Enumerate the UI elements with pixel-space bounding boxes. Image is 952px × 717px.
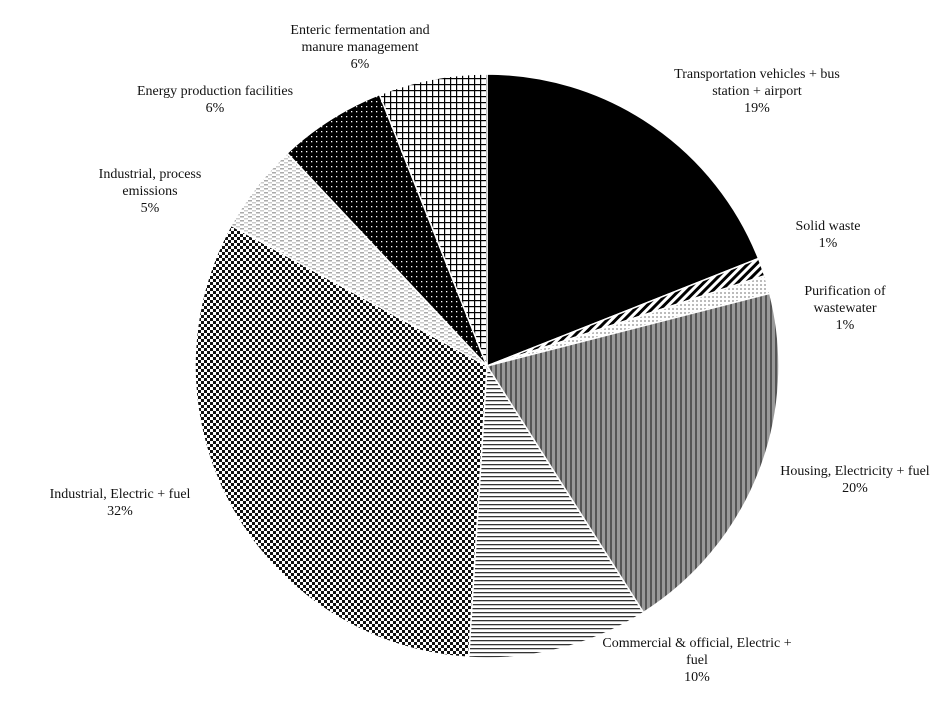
- category-label: Purification of wastewater: [804, 284, 886, 316]
- value-label: 6%: [205, 101, 225, 116]
- category-label: Housing, Electricity + fuel: [780, 464, 930, 479]
- category-label: Commercial & official, Electric + fuel: [602, 636, 792, 668]
- slice-label: Commercial & official, Electric + fuel 10…: [602, 635, 792, 686]
- value-label: 1%: [835, 318, 855, 333]
- category-label: Solid waste: [795, 219, 861, 234]
- slice-label: Purification of wastewater 1%: [785, 283, 905, 334]
- category-label: Transportation vehicles + bus station + …: [674, 67, 840, 99]
- pie-slice: [194, 224, 488, 659]
- value-label: 5%: [140, 201, 160, 216]
- slice-label: Industrial, Electric + fuel 32%: [40, 486, 200, 520]
- value-label: 6%: [350, 57, 370, 72]
- category-label: Enteric fermentation and manure manageme…: [290, 23, 430, 55]
- slice-label: Industrial, process emissions 5%: [70, 166, 230, 217]
- category-label: Energy production facilities: [136, 84, 294, 99]
- pie-slice: [467, 363, 645, 659]
- value-label: 20%: [842, 481, 868, 496]
- value-label: 19%: [744, 101, 770, 116]
- slice-label: Enteric fermentation and manure manageme…: [270, 22, 450, 73]
- pie-slice: [486, 73, 760, 368]
- value-label: 32%: [107, 504, 133, 519]
- pie-slice: [485, 292, 780, 614]
- pie-slice: [378, 73, 488, 367]
- category-label: Industrial, Electric + fuel: [49, 487, 191, 502]
- slice-label: Housing, Electricity + fuel 20%: [765, 463, 945, 497]
- slice-label: Transportation vehicles + bus station + …: [672, 66, 842, 117]
- slice-label: Solid waste 1%: [778, 218, 878, 252]
- slice-label: Energy production facilities 6%: [135, 83, 295, 117]
- value-label: 1%: [818, 236, 838, 251]
- value-label: 10%: [684, 670, 710, 685]
- category-label: Industrial, process emissions: [98, 167, 202, 199]
